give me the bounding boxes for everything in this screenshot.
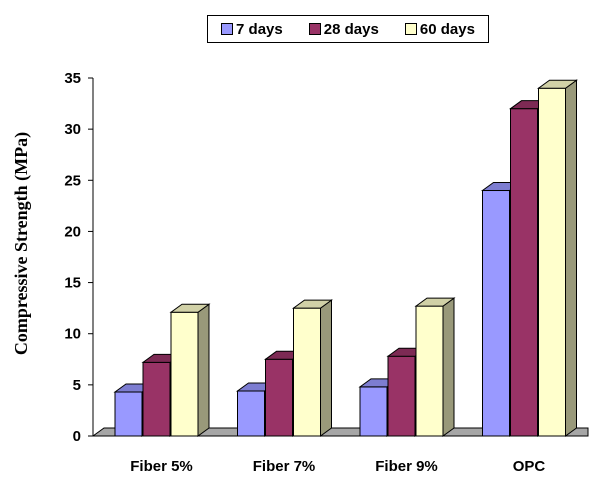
y-tick-label: 5 (73, 377, 81, 394)
legend-label-60-days: 60 days (419, 20, 475, 38)
x-category-label: Fiber 5% (130, 458, 193, 475)
bar (482, 190, 510, 437)
legend-swatch-7-days (221, 23, 234, 35)
bar-top (169, 303, 211, 313)
bar (415, 305, 444, 437)
legend-swatch-28-days (308, 23, 321, 35)
y-tick-label: 35 (64, 70, 81, 87)
bar (170, 311, 199, 437)
legend-item-60-days: 60 days (404, 20, 475, 38)
legend-label-28-days: 28 days (323, 20, 379, 38)
y-tick-label: 10 (64, 326, 81, 343)
x-category-label: Fiber 7% (253, 458, 316, 475)
bar-side (197, 303, 210, 437)
bar (237, 390, 265, 437)
y-tick-label: 25 (64, 172, 81, 189)
legend-item-28-days: 28 days (308, 20, 379, 38)
y-tick-label: 30 (64, 121, 81, 138)
bar-side (320, 299, 332, 437)
bar-side (565, 79, 577, 437)
y-tick-label: 15 (64, 275, 81, 292)
legend-item-7-days: 7 days (221, 21, 283, 38)
y-tick-label: 20 (64, 223, 81, 240)
bar (387, 355, 416, 437)
bar-top (414, 297, 456, 307)
bar-top (291, 299, 334, 309)
x-category-label: OPC (513, 458, 546, 475)
y-tick-label: 0 (73, 428, 81, 445)
bar (114, 391, 143, 437)
x-category-label: Fiber 9% (375, 458, 438, 475)
bar-side (442, 297, 455, 437)
bar (265, 358, 293, 437)
legend-swatch-60-days (404, 23, 417, 35)
bar (142, 361, 171, 437)
legend: 7 days 28 days 60 days (207, 15, 489, 43)
bar (538, 87, 566, 437)
legend-label-7-days: 7 days (236, 20, 283, 38)
bar (359, 386, 388, 437)
bar (510, 108, 538, 437)
bar-top (536, 79, 579, 89)
bar (293, 307, 321, 437)
